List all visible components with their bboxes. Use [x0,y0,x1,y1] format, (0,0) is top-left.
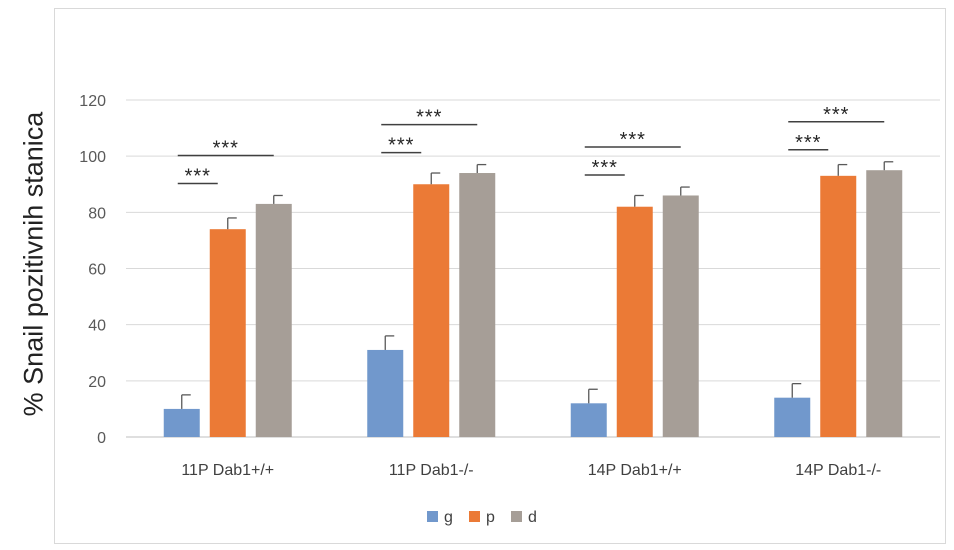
y-tick-label: 40 [88,318,106,335]
y-tick-labels: 0 20 40 60 80 100 120 [79,93,106,447]
bar-d [662,195,699,437]
bar-d [255,203,292,437]
significance-label: *** [416,107,442,129]
significance-label: *** [795,132,821,154]
legend-label-d: d [528,509,537,526]
y-tick-label: 120 [79,93,106,110]
bar-d [866,170,903,438]
y-tick-label: 0 [97,430,106,447]
bar-g [367,349,404,437]
x-tick-label: 14P Dab1-/- [795,462,881,479]
legend-swatch-p [469,511,480,522]
x-tick-label: 11P Dab1-/- [389,462,474,479]
x-tick-labels: 11P Dab1+/+ 11P Dab1-/- 14P Dab1+/+ 14P Dab… [181,462,881,479]
significance-markers: ****** ************ ****** [177,104,885,187]
bar-p [209,229,246,437]
error-bars [181,161,894,409]
x-tick-label: 11P Dab1+/+ [181,462,274,479]
bar-g [163,408,200,437]
significance-label: *** [388,135,414,157]
significance-label: *** [620,129,646,151]
significance-label: *** [592,157,618,179]
bar-p [820,175,857,437]
y-tick-label: 100 [79,149,106,166]
bar-p [616,206,653,437]
y-tick-label: 60 [88,262,106,279]
legend-label-g: g [444,509,453,526]
bar-d [459,173,496,437]
bars [163,170,903,438]
y-tick-label: 80 [88,205,106,222]
x-tick-label: 14P Dab1+/+ [588,462,682,479]
bar-g [570,403,607,437]
significance-label: *** [213,137,239,159]
legend-label-p: p [486,509,495,526]
bar-p [413,184,450,437]
significance-label: *** [185,165,211,187]
bar-g [774,397,811,437]
y-tick-label: 20 [88,374,106,391]
legend-swatch-g [427,511,438,522]
significance-label: *** [823,104,849,126]
chart-frame [54,8,946,544]
legend-swatch-d [511,511,522,522]
